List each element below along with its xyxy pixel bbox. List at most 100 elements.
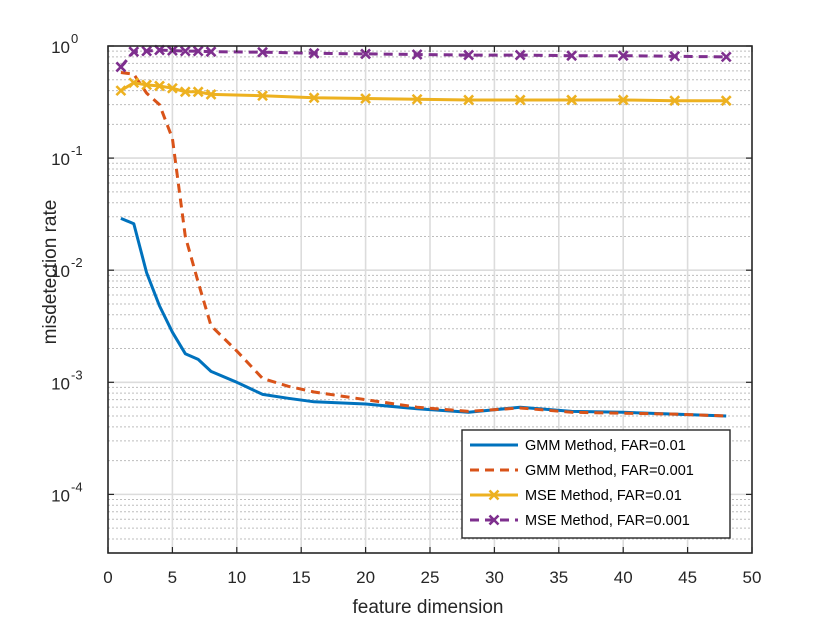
legend-label-4: MSE Method, FAR=0.001: [525, 513, 690, 529]
point-stroke: [669, 95, 681, 107]
series-4-point: [141, 45, 153, 57]
point-stroke: [720, 51, 732, 63]
x-tick-label: 45: [678, 568, 697, 587]
series-line-2: [120, 71, 727, 418]
x-tick-label: 30: [485, 568, 504, 587]
point-stroke: [411, 93, 423, 105]
series-3-point: [669, 95, 681, 107]
series-3-point: [115, 85, 127, 97]
y-tick-label: 10 -3: [51, 367, 82, 393]
series-line-4: [119, 48, 727, 68]
series-line-3: [120, 81, 727, 103]
y-axis-label: misdetection rate: [40, 200, 61, 345]
point-stroke: [179, 86, 191, 98]
point-stroke: [115, 61, 127, 73]
series-4-point: [463, 49, 475, 61]
point-stroke: [308, 92, 320, 104]
series-4-point: [308, 47, 320, 59]
x-tick-label: 25: [421, 568, 440, 587]
point-stroke: [205, 88, 217, 100]
point-stroke: [115, 85, 127, 97]
series-4-point: [128, 46, 140, 58]
point-stroke: [617, 50, 629, 62]
series-3-point: [128, 77, 140, 89]
legend-marker: [488, 489, 500, 501]
point-stroke: [360, 48, 372, 60]
point-stroke: [128, 77, 140, 89]
point-stroke: [257, 90, 268, 102]
point-stroke: [166, 82, 178, 94]
series-layer: [115, 44, 732, 418]
point-stroke: [257, 46, 268, 58]
series-4-point: [514, 49, 526, 61]
series-4-point: [257, 46, 268, 58]
y-tick-base: 10: [51, 262, 70, 281]
point-stroke: [411, 49, 423, 60]
series-line-1: [120, 217, 727, 418]
series-3-point: [179, 86, 191, 98]
series-3-point: [205, 88, 217, 100]
y-tick-exponent: -2: [71, 255, 83, 270]
series-4-point: [669, 50, 681, 62]
point-stroke: [141, 79, 153, 91]
y-tick-exponent: 0: [71, 31, 78, 46]
y-tick-label: 10 0: [51, 31, 78, 57]
y-tick-base: 10: [51, 486, 70, 505]
point-stroke: [192, 86, 204, 98]
point-stroke: [463, 49, 475, 61]
x-tick-label: 20: [356, 568, 375, 587]
x-tick-label: 0: [103, 568, 112, 587]
legend-label-2: GMM Method, FAR=0.001: [525, 463, 694, 479]
series-3-point: [308, 92, 320, 104]
point-stroke: [514, 49, 526, 61]
point-stroke: [308, 47, 320, 59]
series-3-point: [566, 94, 578, 106]
point-stroke: [205, 46, 217, 58]
series-4-point: [720, 51, 732, 63]
point-stroke: [617, 94, 629, 106]
legend: GMM Method, FAR=0.01 GMM Method, FAR=0.00…: [461, 429, 731, 539]
series-3-point: [166, 82, 178, 94]
y-tick-base: 10: [51, 374, 70, 393]
series-4-point: [617, 50, 629, 62]
legend-marker: [488, 514, 500, 526]
point-stroke: [179, 45, 191, 57]
point-stroke: [154, 44, 165, 56]
series-3-point: [360, 93, 372, 104]
point-stroke: [360, 93, 372, 104]
series-3-point: [154, 80, 165, 92]
point-stroke: [128, 46, 140, 58]
point-stroke: [463, 94, 475, 106]
series-4-point: [179, 45, 191, 57]
series-3-point: [514, 94, 526, 106]
x-tick-label: 50: [743, 568, 762, 587]
y-tick-base: 10: [51, 38, 70, 57]
x-tick-label: 10: [227, 568, 246, 587]
legend-label-3: MSE Method, FAR=0.01: [525, 488, 682, 504]
y-tick-exponent: -4: [71, 479, 83, 494]
point-stroke: [566, 50, 578, 62]
series-4-point: [205, 46, 217, 58]
point-stroke: [720, 95, 732, 107]
y-tick-label: 10 -1: [51, 143, 82, 169]
series-3-point: [617, 94, 629, 106]
series-4-point: [411, 49, 423, 60]
y-tick-label: 10 -2: [51, 255, 82, 281]
series-3-point: [720, 95, 732, 107]
x-tick-label: 40: [614, 568, 633, 587]
x-axis-label: feature dimension: [352, 597, 503, 618]
y-tick-exponent: -1: [71, 143, 83, 158]
y-tick-base: 10: [51, 150, 70, 169]
legend-label-1: GMM Method, FAR=0.01: [525, 438, 686, 454]
series-3-point: [192, 86, 204, 98]
y-tick-exponent: -3: [71, 367, 83, 382]
series-4-point: [192, 45, 204, 57]
series-3-point: [463, 94, 475, 106]
series-3-point: [257, 90, 268, 102]
point-stroke: [669, 50, 681, 62]
y-tick-label: 10 -4: [51, 479, 82, 505]
point-stroke: [192, 45, 204, 57]
series-4-point: [360, 48, 372, 60]
